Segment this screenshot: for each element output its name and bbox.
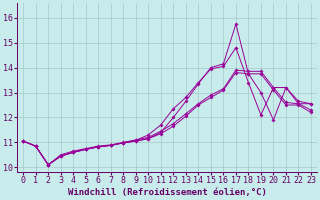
X-axis label: Windchill (Refroidissement éolien,°C): Windchill (Refroidissement éolien,°C) [68,188,267,197]
